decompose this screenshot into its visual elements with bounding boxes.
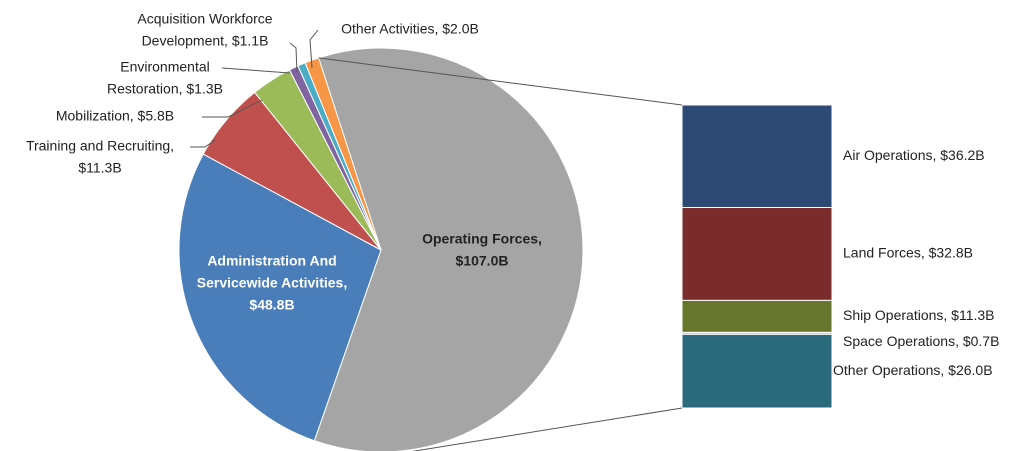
slice-label: $107.0B — [456, 253, 509, 269]
slice-label: Other Activities, $2.0B — [341, 21, 479, 37]
bar-label: Other Operations, $26.0B — [833, 362, 993, 378]
connector-line — [411, 407, 683, 451]
bar-label: Ship Operations, $11.3B — [843, 307, 995, 323]
bar-label: Space Operations, $0.7B — [843, 333, 999, 349]
slice-label: $11.3B — [78, 160, 121, 176]
leader-line — [190, 139, 216, 148]
slice-label: Operating Forces, — [422, 231, 542, 247]
slice-label: Administration And — [207, 253, 336, 269]
leader-line — [202, 99, 263, 118]
bar-segment — [681, 333, 833, 409]
leader-line — [309, 29, 319, 69]
leader-line — [221, 67, 291, 74]
connector-line — [318, 57, 683, 106]
slice-label: Restoration, $1.3B — [107, 81, 223, 97]
pie-slice — [178, 153, 382, 442]
pie-slice — [313, 47, 584, 451]
bar-segment — [681, 207, 833, 301]
bar-segment — [681, 104, 833, 209]
slice-label: Acquisition Workforce — [137, 11, 272, 27]
slice-label: Environmental — [120, 59, 210, 75]
bar-label: Land Forces, $32.8B — [843, 245, 973, 261]
slice-label: Mobilization, $5.8B — [56, 108, 174, 124]
slice-label: Development, $1.1B — [142, 33, 269, 49]
slice-label: Training and Recruiting, — [26, 138, 174, 154]
bar-label: Air Operations, $36.2B — [843, 147, 985, 163]
bar-segment — [681, 299, 833, 333]
slice-label: $48.8B — [249, 297, 294, 313]
leader-line — [289, 42, 298, 73]
slice-label: Servicewide Activities, — [197, 275, 347, 291]
